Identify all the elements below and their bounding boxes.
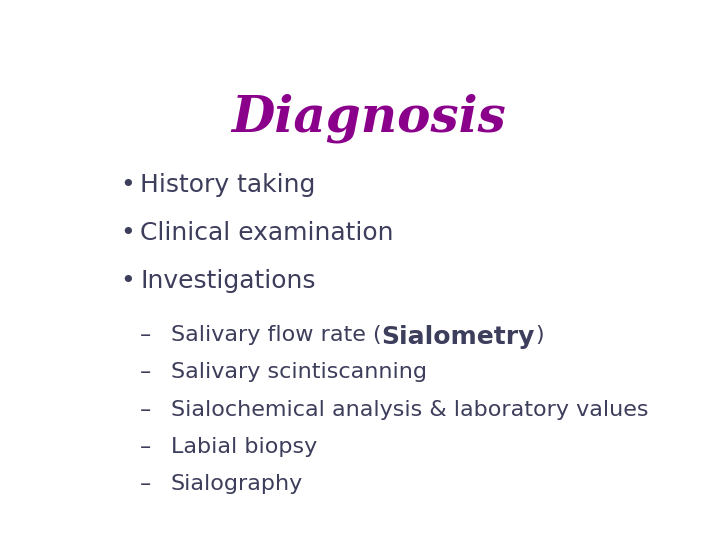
Text: Salivary scintiscanning: Salivary scintiscanning <box>171 362 427 382</box>
Text: •: • <box>121 268 135 293</box>
Text: •: • <box>121 173 135 197</box>
Text: –: – <box>140 437 151 457</box>
Text: Labial biopsy: Labial biopsy <box>171 437 317 457</box>
Text: –: – <box>140 325 151 345</box>
Text: Clinical examination: Clinical examination <box>140 221 394 245</box>
Text: History taking: History taking <box>140 173 315 197</box>
Text: –: – <box>140 362 151 382</box>
Text: •: • <box>121 221 135 245</box>
Text: –: – <box>140 400 151 420</box>
Text: Salivary flow rate (: Salivary flow rate ( <box>171 325 382 345</box>
Text: Investigations: Investigations <box>140 268 316 293</box>
Text: Sialochemical analysis & laboratory values: Sialochemical analysis & laboratory valu… <box>171 400 649 420</box>
Text: Sialography: Sialography <box>171 474 303 494</box>
Text: –: – <box>140 474 151 494</box>
Text: Diagnosis: Diagnosis <box>232 94 506 144</box>
Text: Sialometry: Sialometry <box>382 325 535 349</box>
Text: ): ) <box>535 325 544 345</box>
